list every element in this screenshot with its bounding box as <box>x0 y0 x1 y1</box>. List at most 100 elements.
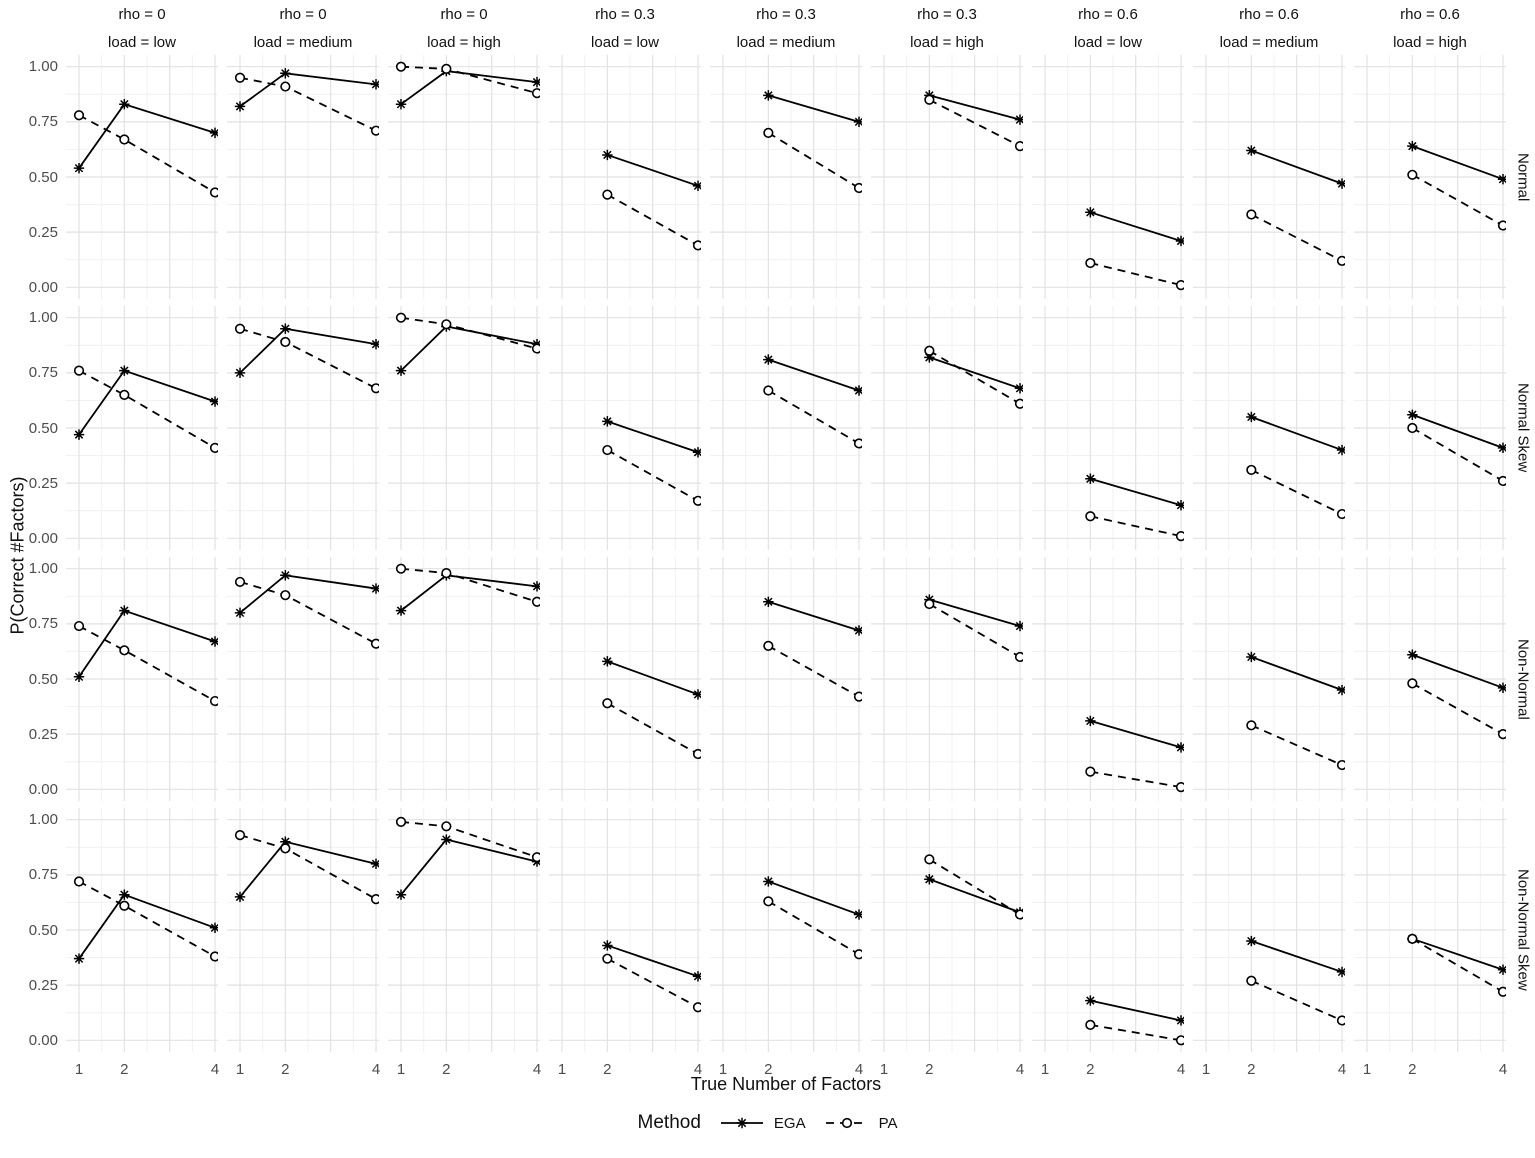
ega-star-marker <box>1014 383 1023 394</box>
pa-circle-marker <box>1246 464 1257 476</box>
gridlines <box>1032 55 1184 299</box>
pa-circle-marker <box>531 852 540 863</box>
pa-circle-marker <box>280 336 291 348</box>
ega-star-marker <box>234 891 246 903</box>
pa-circle-marker <box>441 319 452 330</box>
pa-circle-marker <box>441 568 452 579</box>
ega-star-marker <box>602 656 613 667</box>
ega-star-marker <box>1246 411 1257 423</box>
gridlines <box>549 808 701 1052</box>
gridlines <box>1193 306 1345 550</box>
panel-r1-c6 <box>1032 306 1184 550</box>
ega-series <box>1085 995 1184 1026</box>
pa-circle-marker <box>1014 909 1023 920</box>
pa-circle-marker <box>395 563 407 574</box>
y-tick-label: 0.00 <box>28 780 58 798</box>
x-axis-title: True Number of Factors <box>690 1074 882 1094</box>
y-tick-label: 0.50 <box>28 670 58 688</box>
ega-series <box>73 98 218 174</box>
pa-circle-marker <box>1246 720 1257 731</box>
facet-col-header-rho-2: rho = 0 <box>440 6 488 23</box>
pa-series <box>763 127 862 194</box>
ega-star-marker <box>602 416 613 427</box>
gridlines <box>66 557 218 801</box>
gridlines <box>871 306 1023 550</box>
pa-circle-marker <box>602 444 613 456</box>
pa-circle-marker <box>370 383 379 394</box>
pa-circle-marker <box>280 81 291 92</box>
ega-series <box>763 90 862 128</box>
ega-series <box>395 570 540 616</box>
pa-circle-marker <box>692 748 701 760</box>
pa-circle-marker <box>924 854 935 865</box>
pa-circle-marker <box>1246 975 1257 986</box>
ega-series <box>1407 409 1506 454</box>
pa-series <box>602 698 701 760</box>
pa-series <box>1407 678 1506 740</box>
pa-circle-marker <box>73 620 85 632</box>
facet-row-strip-2: Non-Normal <box>1514 638 1532 720</box>
ega-series <box>924 90 1023 125</box>
pa-circle-marker <box>1175 531 1184 542</box>
pa-series <box>234 576 379 649</box>
panel-r0-c3 <box>549 55 701 299</box>
ega-series <box>1407 933 1506 975</box>
panel-r3-c3 <box>549 808 701 1052</box>
pa-series <box>234 72 379 136</box>
gridlines <box>1354 557 1506 801</box>
ega-star-marker <box>370 79 379 90</box>
panel-r2-c4 <box>710 557 862 801</box>
ega-series <box>234 68 379 112</box>
facet-col-header-load-7: load = medium <box>1219 34 1319 51</box>
facet-col-header-load-3: load = low <box>591 34 659 51</box>
pa-series <box>763 640 862 702</box>
y-tick-label: 0.75 <box>28 866 58 884</box>
pa-circle-marker <box>602 189 613 200</box>
pa-circle-marker <box>395 816 407 827</box>
x-tick-label: 1 <box>1362 1061 1372 1078</box>
pa-series <box>924 94 1023 152</box>
ega-star-marker <box>531 76 540 88</box>
ega-star-marker <box>441 834 452 845</box>
ega-star-marker <box>763 90 774 101</box>
x-tick-label: 2 <box>764 1061 773 1078</box>
y-tick-label: 0.25 <box>28 976 58 994</box>
ega-star-marker <box>234 607 246 619</box>
pa-circle-marker <box>395 312 407 323</box>
pa-series <box>395 816 540 863</box>
pa-circle-marker <box>1497 986 1506 997</box>
y-tick-label: 1.00 <box>28 58 58 76</box>
x-tick-label: 2 <box>925 1061 934 1078</box>
pa-series <box>1407 933 1506 997</box>
pa-circle-marker <box>234 323 246 334</box>
panel-r0-c1 <box>227 55 379 299</box>
pa-circle-marker <box>1497 729 1506 740</box>
panel-r1-c0 <box>66 306 218 550</box>
gridlines <box>710 55 862 299</box>
pa-circle-marker <box>853 182 862 194</box>
x-tick-label: 1 <box>1040 1061 1050 1078</box>
gridlines <box>227 808 379 1052</box>
ega-series <box>1246 651 1345 696</box>
pa-series <box>1246 720 1345 771</box>
ega-star-marker <box>853 385 862 396</box>
panel-r3-c5 <box>871 808 1023 1052</box>
gridlines <box>549 55 701 299</box>
panel-r2-c6 <box>1032 557 1184 801</box>
facet-col-header-load-8: load = high <box>1393 34 1467 51</box>
panel-r0-c6 <box>1032 55 1184 299</box>
ega-star-marker <box>209 922 218 933</box>
gridlines <box>1032 306 1184 550</box>
pa-series <box>1407 169 1506 231</box>
pa-circle-marker <box>209 695 218 707</box>
facet-col-header-rho-6: rho = 0.6 <box>1078 6 1138 23</box>
pa-circle-marker <box>1246 209 1257 220</box>
pa-series <box>395 61 540 99</box>
pa-circle-marker <box>1014 141 1023 152</box>
pa-circle-marker <box>119 645 130 656</box>
pa-circle-marker <box>763 385 774 396</box>
ega-star-marker <box>853 116 862 128</box>
ega-star-marker <box>395 605 407 616</box>
y-tick-label: 0.00 <box>28 529 58 547</box>
ega-star-marker <box>209 127 218 139</box>
